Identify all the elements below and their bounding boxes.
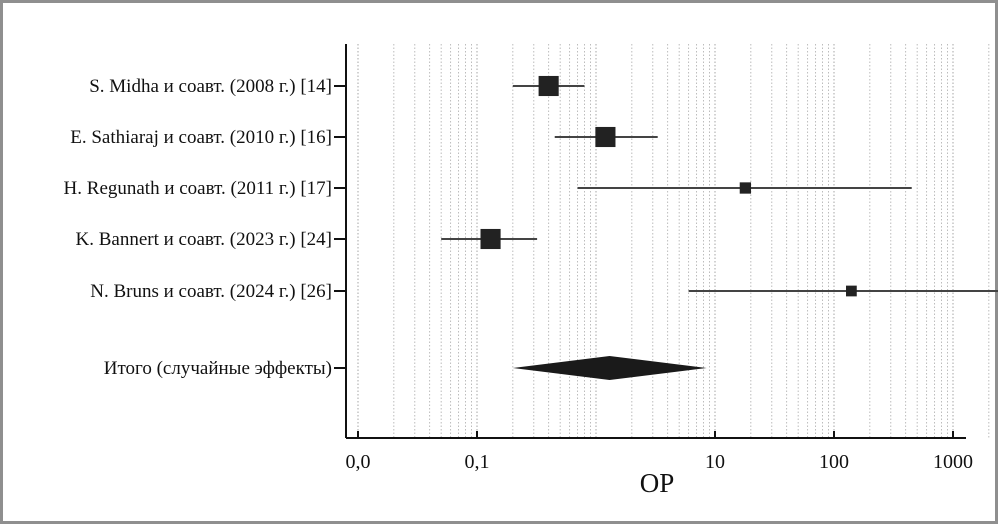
- effect-marker: [538, 75, 559, 97]
- x-tick-labels: 0,00,110100100010000: [346, 431, 973, 473]
- study-rows: S. Midha и соавт. (2008 г.) [14] E. Sathi…: [64, 75, 998, 380]
- summary-diamond: [512, 356, 707, 380]
- x-tick-label: 1000: [933, 451, 973, 473]
- study-label: K. Bannert и соавт. (2023 г.) [24]: [76, 229, 332, 250]
- effect-marker: [480, 228, 501, 250]
- effect-marker: [846, 285, 857, 297]
- x-tick-label: 100: [819, 451, 849, 473]
- effect-marker: [739, 182, 752, 194]
- study-label: S. Midha и соавт. (2008 г.) [14]: [89, 76, 332, 97]
- x-axis-label: ОР: [640, 468, 675, 498]
- axes: [345, 44, 966, 439]
- x-tick-label: 0,1: [465, 451, 490, 473]
- effect-marker: [595, 126, 616, 148]
- grid-lines: [357, 44, 990, 438]
- study-label: N. Bruns и соавт. (2024 г.) [26]: [90, 281, 332, 302]
- x-tick-label: 0,0: [346, 451, 371, 473]
- study-label: E. Sathiaraj и соавт. (2010 г.) [16]: [70, 127, 332, 148]
- summary-label: Итого (случайные эффекты): [104, 358, 332, 379]
- study-label: H. Regunath и соавт. (2011 г.) [17]: [64, 178, 332, 199]
- x-tick-label: 10: [705, 451, 725, 473]
